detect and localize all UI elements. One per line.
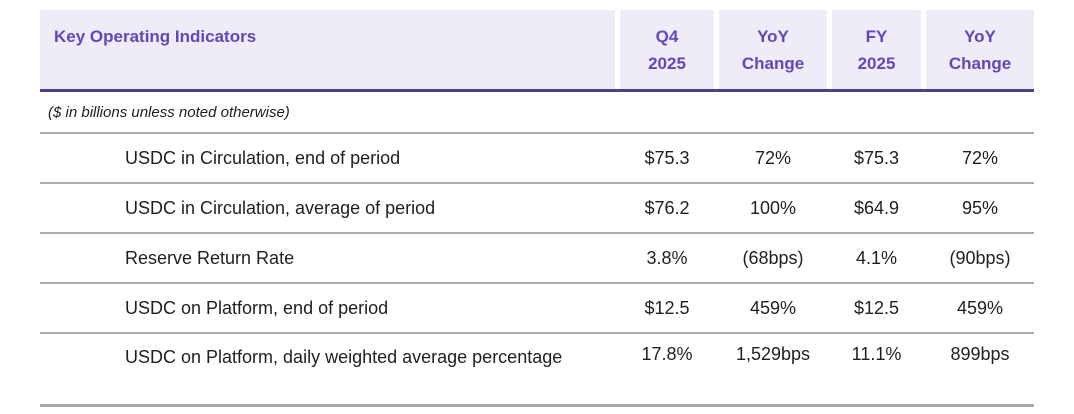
table-row-usdc-platform-daily-avg: USDC on Platform, daily weighted average…	[40, 334, 1034, 407]
cell-fy-2025: 11.1%	[851, 344, 902, 364]
row-label: USDC in Circulation, end of period	[125, 148, 401, 168]
cell-yoy-change-fy: 899bps	[950, 344, 1010, 364]
cell-yoy-change-q: 1,529bps	[735, 344, 811, 364]
cell-fy-2025: $12.5	[853, 297, 900, 318]
column-header-fy-2025: FY 2025	[832, 10, 921, 89]
cell-yoy-change-q: 100%	[749, 197, 797, 218]
cell-yoy-change-fy: 459%	[956, 297, 1004, 318]
units-note-row: ($ in billions unless noted otherwise)	[40, 92, 1034, 134]
cell-yoy-change-fy: 95%	[961, 197, 999, 218]
column-header-yoy-change-fy: YoY Change	[926, 10, 1034, 89]
table-header-row: Key Operating Indicators Q4 2025 YoY Cha…	[40, 10, 1034, 92]
cell-yoy-change-fy: 72%	[961, 147, 999, 168]
row-label: USDC on Platform, daily weighted average…	[125, 347, 563, 367]
cell-fy-2025: $64.9	[853, 197, 900, 218]
table-row-usdc-circulation-avg: USDC in Circulation, average of period $…	[40, 184, 1034, 234]
cell-q4-2025: $75.3	[644, 147, 690, 168]
table-row-usdc-circulation-eop: USDC in Circulation, end of period $75.3…	[40, 134, 1034, 184]
cell-yoy-change-q: 72%	[754, 147, 792, 168]
column-header-q4-2025: Q4 2025	[620, 10, 714, 89]
cell-fy-2025: $75.3	[853, 147, 900, 168]
cell-yoy-change-q: 459%	[749, 297, 797, 318]
row-label: USDC on Platform, end of period	[125, 298, 389, 318]
cell-q4-2025: $12.5	[644, 297, 690, 318]
column-header-yoy-change-q: YoY Change	[719, 10, 827, 89]
row-label: Reserve Return Rate	[125, 248, 295, 268]
row-label: USDC in Circulation, average of period	[125, 198, 436, 218]
key-operating-indicators-table: Key Operating Indicators Q4 2025 YoY Cha…	[40, 10, 1034, 407]
cell-fy-2025: 4.1%	[855, 247, 898, 268]
table-title: Key Operating Indicators	[40, 10, 615, 89]
cell-q4-2025: 3.8%	[646, 247, 688, 268]
cell-q4-2025: $76.2	[644, 197, 690, 218]
cell-q4-2025: 17.8%	[641, 344, 693, 364]
cell-yoy-change-q: (68bps)	[742, 247, 804, 268]
units-note: ($ in billions unless noted otherwise)	[48, 103, 290, 121]
table-row-usdc-platform-eop: USDC on Platform, end of period $12.5 45…	[40, 284, 1034, 334]
table-row-reserve-return-rate: Reserve Return Rate 3.8% (68bps) 4.1% (9…	[40, 234, 1034, 284]
cell-yoy-change-fy: (90bps)	[949, 247, 1011, 268]
